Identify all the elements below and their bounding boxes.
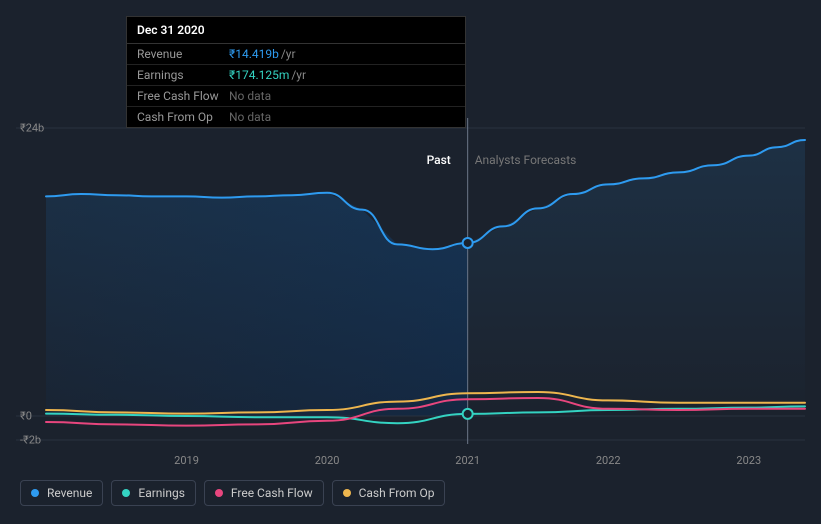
tooltip-row: Earnings₹174.125m/yr: [127, 65, 465, 86]
x-tick-label: 2020: [315, 454, 340, 467]
tooltip-row-nodata: No data: [229, 89, 271, 103]
revenue-area: [46, 140, 805, 416]
tooltip-row-value: ₹174.125m/yr: [229, 68, 306, 82]
x-tick-label: 2019: [174, 454, 199, 467]
legend-label: Earnings: [138, 486, 185, 500]
hover-marker-revenue: [463, 238, 473, 248]
hover-marker-earnings: [463, 409, 473, 419]
legend-dot-icon: [215, 489, 223, 497]
legend-item-free_cash_flow[interactable]: Free Cash Flow: [204, 480, 324, 506]
legend-dot-icon: [343, 489, 351, 497]
chart-tooltip: Dec 31 2020 Revenue₹14.419b/yrEarnings₹1…: [126, 16, 466, 128]
tooltip-row: Cash From OpNo data: [127, 107, 465, 127]
x-tick-label: 2023: [736, 454, 761, 467]
chart-legend: Revenue Earnings Free Cash Flow Cash From O…: [20, 480, 445, 506]
tooltip-row-nodata: No data: [229, 110, 271, 124]
legend-item-earnings[interactable]: Earnings: [111, 480, 196, 506]
tooltip-row: Revenue₹14.419b/yr: [127, 44, 465, 65]
tooltip-row-label: Earnings: [137, 68, 229, 82]
legend-item-revenue[interactable]: Revenue: [20, 480, 103, 506]
tooltip-row-label: Free Cash Flow: [137, 89, 229, 103]
legend-label: Cash From Op: [359, 486, 435, 500]
tooltip-date: Dec 31 2020: [127, 17, 465, 44]
tooltip-row-label: Cash From Op: [137, 110, 229, 124]
past-label: Past: [427, 153, 451, 167]
legend-dot-icon: [31, 489, 39, 497]
x-tick-label: 2022: [596, 454, 621, 467]
y-tick-label: ₹0: [20, 410, 32, 423]
y-tick-label: ₹24b: [20, 122, 44, 135]
legend-dot-icon: [122, 489, 130, 497]
legend-item-cash_from_op[interactable]: Cash From Op: [332, 480, 446, 506]
tooltip-row-value: ₹14.419b/yr: [229, 47, 296, 61]
legend-label: Free Cash Flow: [231, 486, 313, 500]
forecast-label: Analysts Forecasts: [475, 153, 577, 167]
y-tick-label: -₹2b: [20, 434, 41, 447]
chart-container: Dec 31 2020 Revenue₹14.419b/yrEarnings₹1…: [0, 0, 821, 524]
tooltip-row-label: Revenue: [137, 47, 229, 61]
x-tick-label: 2021: [455, 454, 480, 467]
tooltip-row: Free Cash FlowNo data: [127, 86, 465, 107]
legend-label: Revenue: [47, 486, 92, 500]
